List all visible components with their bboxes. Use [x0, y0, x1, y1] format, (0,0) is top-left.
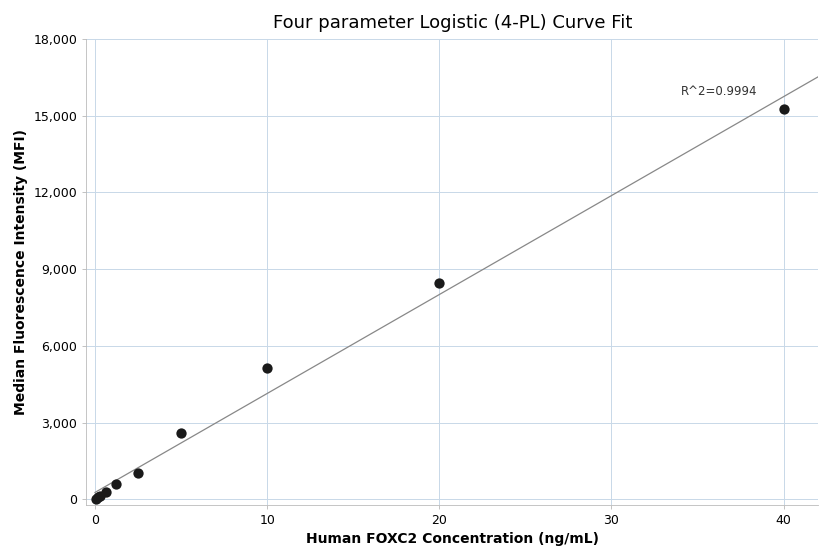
Point — [99, 488, 112, 497]
X-axis label: Human FOXC2 Concentration (ng/mL): Human FOXC2 Concentration (ng/mL) — [305, 532, 599, 546]
Title: Four parameter Logistic (4-PL) Curve Fit: Four parameter Logistic (4-PL) Curve Fit — [273, 14, 632, 32]
Point — [110, 479, 123, 488]
Y-axis label: Median Fluorescence Intensity (MFI): Median Fluorescence Intensity (MFI) — [14, 129, 28, 415]
Point — [175, 428, 188, 437]
Point — [260, 363, 274, 372]
Point — [433, 279, 446, 288]
Point — [777, 105, 790, 114]
Point — [131, 468, 145, 477]
Point — [90, 494, 103, 503]
Point — [94, 491, 107, 500]
Point — [91, 493, 104, 502]
Text: R^2=0.9994: R^2=0.9994 — [681, 85, 758, 98]
